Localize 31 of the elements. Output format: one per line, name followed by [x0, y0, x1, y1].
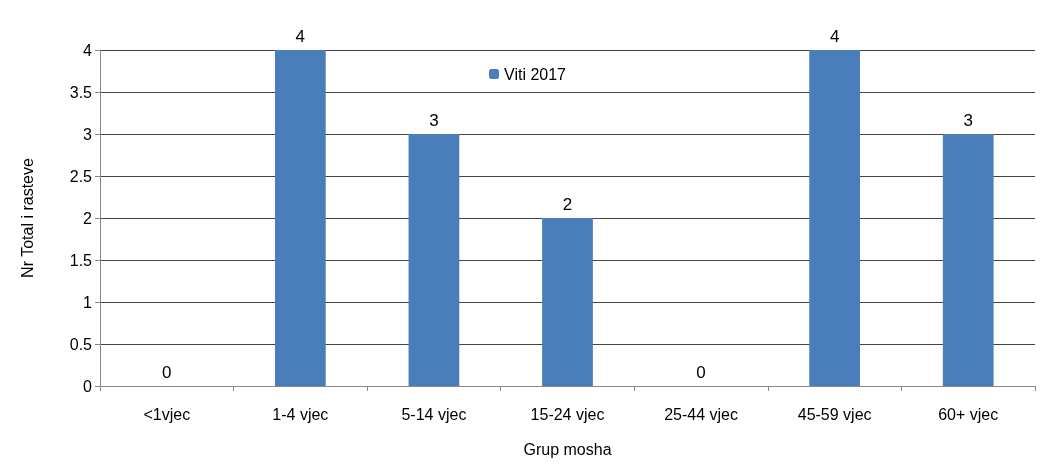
y-tick-label: 4 — [83, 41, 93, 59]
bar — [542, 218, 593, 386]
bar — [408, 134, 460, 386]
y-tick-label: 3.5 — [69, 83, 93, 101]
y-tick-label: 1 — [83, 293, 93, 311]
y-tick-label: 2.5 — [69, 167, 93, 185]
bar — [942, 134, 994, 386]
x-tick-label: 25-44 vjec — [664, 405, 738, 423]
x-tick-label: 1-4 vjec — [272, 405, 329, 423]
bar — [809, 50, 861, 386]
data-label: 2 — [562, 195, 573, 214]
y-tick-label: 0.5 — [69, 335, 93, 353]
y-tick-label: 1.5 — [69, 251, 93, 269]
x-tick-label: <1vjec — [143, 405, 191, 423]
data-label: 4 — [295, 27, 306, 46]
y-tick-label: 0 — [83, 377, 93, 395]
data-label: 0 — [696, 363, 706, 382]
data-label: 4 — [829, 27, 840, 46]
bar — [274, 50, 326, 386]
x-tick-label: 5-14 vjec — [401, 405, 467, 423]
legend-label: Viti 2017 — [504, 65, 567, 83]
x-axis-title: Grup mosha — [523, 440, 612, 458]
x-tick-label: 60+ vjec — [938, 405, 999, 423]
x-tick-label: 45-59 vjec — [797, 405, 872, 423]
y-tick-label: 3 — [83, 125, 93, 143]
data-label: 3 — [429, 111, 439, 130]
y-tick-label: 2 — [83, 209, 93, 227]
x-tick-label: 15-24 vjec — [530, 405, 605, 423]
y-axis-title: Nr Total i rasteve — [18, 158, 36, 278]
data-label: 3 — [963, 111, 973, 130]
data-label: 0 — [162, 363, 172, 382]
